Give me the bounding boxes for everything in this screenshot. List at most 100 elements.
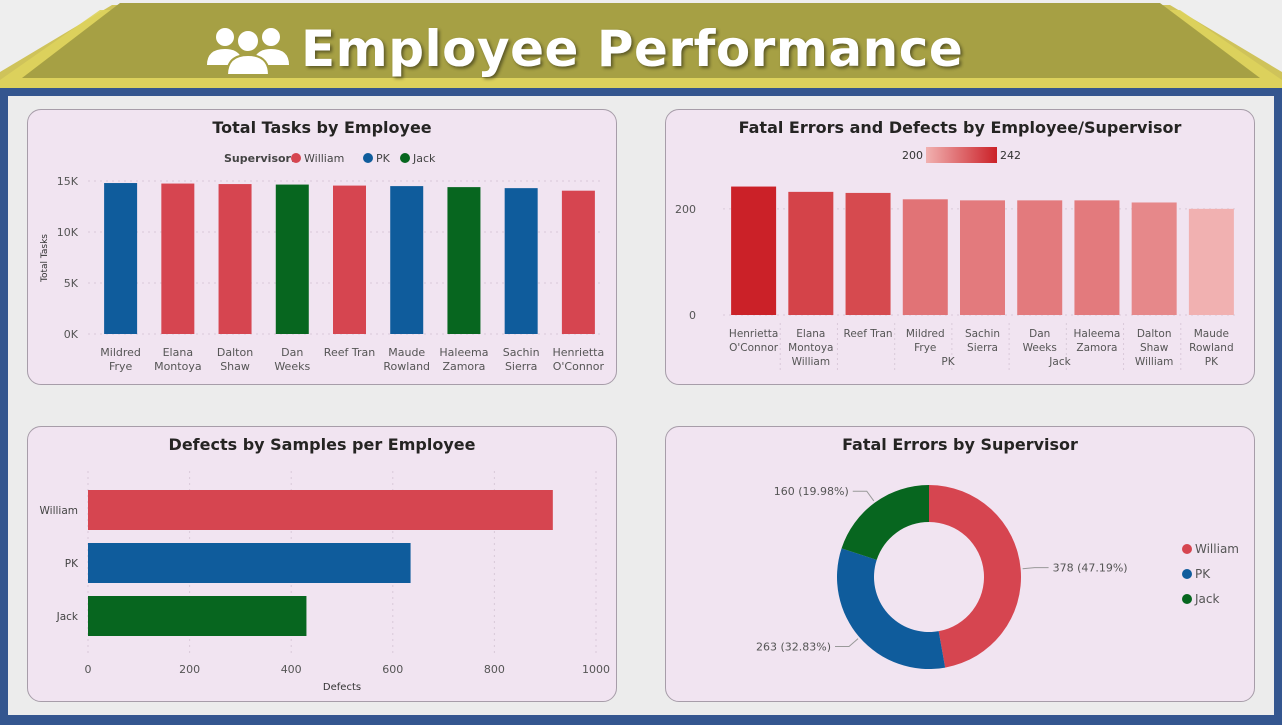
group-label: PK	[941, 356, 955, 368]
legend-marker-william	[1182, 544, 1192, 554]
x-tick-label: 600	[382, 663, 403, 676]
chart-defects-samples: 0 200 400 600 800 1000 Defects William PK Jack	[40, 471, 610, 693]
x-tick-label: Shaw	[1140, 342, 1169, 354]
y-tick-label: 0	[689, 309, 696, 322]
panel-title-fatal-by-supervisor: Fatal Errors by Supervisor	[842, 435, 1078, 454]
slice-jack	[841, 485, 929, 560]
bar	[104, 183, 138, 334]
leader-line	[852, 490, 875, 502]
x-tick-label: PK	[1205, 356, 1219, 368]
x-tick-label: Frye	[109, 360, 133, 373]
x-axis-label: Defects	[323, 682, 361, 693]
color-scale-min-label: 200	[902, 149, 923, 162]
x-tick-label: Rowland	[1189, 342, 1234, 354]
panel-fatal-by-supervisor[interactable]: Fatal Errors by Supervisor 378 (47.19%) 2…	[665, 426, 1255, 702]
x-tick-label: O'Connor	[553, 360, 605, 373]
x-tick-label: Henrietta	[729, 328, 778, 340]
x-tick-label: Montoya	[788, 342, 833, 354]
y-tick-label: PK	[65, 558, 79, 570]
x-tick-label: Reef Tran	[324, 346, 375, 359]
panel-defects-samples[interactable]: Defects by Samples per Employee 0 200 400 6…	[27, 426, 617, 702]
x-tick-label: Zamora	[1076, 342, 1117, 354]
slice-label: 263 (32.83%)	[756, 641, 831, 654]
x-tick-label: William	[792, 356, 830, 368]
x-tick-label: Rowland	[383, 360, 430, 373]
color-scale-bar	[926, 147, 997, 163]
x-tick-label: Zamora	[442, 360, 485, 373]
header-title: Employee Performance	[205, 14, 963, 84]
bar	[88, 543, 411, 583]
x-tick-label: Dalton	[1137, 328, 1172, 340]
x-tick-label: Sierra	[505, 360, 537, 373]
bar	[88, 596, 307, 636]
x-tick-label: William	[1135, 356, 1173, 368]
panel-total-tasks[interactable]: Total Tasks by Employee Supervisor: Willi…	[27, 109, 617, 385]
legend-marker-william	[291, 153, 301, 163]
bar	[447, 187, 481, 334]
x-tick-label: O'Connor	[729, 342, 779, 354]
header-trapezoid	[22, 3, 1260, 78]
x-tick-label: Weeks	[1023, 342, 1057, 354]
x-tick-label: Elana	[163, 346, 193, 359]
bar	[960, 200, 1005, 315]
header-banner	[0, 0, 1282, 96]
legend-marker-pk	[1182, 569, 1192, 579]
legend-label-william: William	[1195, 542, 1239, 556]
bar	[1131, 202, 1177, 315]
slice-label: 160 (19.98%)	[774, 485, 849, 498]
legend-label-jack: Jack	[412, 152, 436, 165]
bar	[218, 184, 252, 334]
bar	[788, 191, 834, 315]
bar	[561, 190, 595, 334]
x-tick-label: Haleema	[439, 346, 488, 359]
x-tick-label: Elana	[796, 328, 825, 340]
x-tick-label: 0	[85, 663, 92, 676]
color-scale-max-label: 242	[1000, 149, 1021, 162]
legend-label-pk: PK	[1195, 567, 1211, 581]
chart-fatal-errors-defects: 200 242 0 200 Henrietta O'Connor Elana Montoya W…	[675, 147, 1238, 372]
x-tick-label: Henrietta	[553, 346, 605, 359]
legend-marker-pk	[363, 153, 373, 163]
x-tick-label: Maude	[388, 346, 425, 359]
x-tick-label: 200	[179, 663, 200, 676]
legend-label-william: William	[304, 152, 344, 165]
x-tick-label: Mildred	[100, 346, 141, 359]
x-tick-label: Reef Tran	[844, 328, 893, 340]
chart-total-tasks: Supervisor: William PK Jack 0K 5K 10K 15K Total …	[40, 152, 605, 373]
legend-label-jack: Jack	[1194, 592, 1219, 606]
bar	[161, 183, 195, 334]
x-tick-label: Montoya	[154, 360, 202, 373]
bar	[275, 184, 309, 334]
panel-title-defects-samples: Defects by Samples per Employee	[168, 435, 476, 454]
bar	[902, 199, 948, 315]
legend-marker-jack	[400, 153, 410, 163]
x-tick-label: Dalton	[217, 346, 253, 359]
x-tick-label: Sierra	[967, 342, 998, 354]
slice-pk	[837, 548, 946, 669]
x-tick-label: Sachin	[503, 346, 540, 359]
leader-line	[1022, 567, 1049, 570]
leader-line	[835, 638, 859, 648]
panel-title-total-tasks: Total Tasks by Employee	[212, 118, 432, 137]
y-tick-label: 5K	[64, 277, 79, 290]
slice-label: 378 (47.19%)	[1053, 562, 1128, 575]
y-tick-label: 0K	[64, 328, 79, 341]
panel-fatal-errors-defects[interactable]: Fatal Errors and Defects by Employee/Sup…	[665, 109, 1255, 385]
panel-title-fatal-errors-defects: Fatal Errors and Defects by Employee/Sup…	[738, 118, 1182, 137]
legend-label-pk: PK	[376, 152, 391, 165]
x-tick-label: Haleema	[1074, 328, 1121, 340]
y-tick-label: Jack	[56, 611, 79, 623]
x-tick-label: Dan	[1029, 328, 1050, 340]
chart-fatal-by-supervisor: 378 (47.19%) 263 (32.83%) 160 (19.98%) Will…	[756, 485, 1239, 669]
bar	[333, 185, 366, 334]
bar	[845, 192, 891, 315]
x-tick-label: Frye	[914, 342, 936, 354]
y-tick-label: 200	[675, 203, 696, 216]
y-tick-label: 15K	[57, 175, 79, 188]
x-tick-label: Mildred	[906, 328, 945, 340]
x-tick-label: Weeks	[274, 360, 310, 373]
y-axis-label: Total Tasks	[40, 234, 50, 283]
bar	[1017, 200, 1063, 315]
bar	[88, 490, 553, 530]
